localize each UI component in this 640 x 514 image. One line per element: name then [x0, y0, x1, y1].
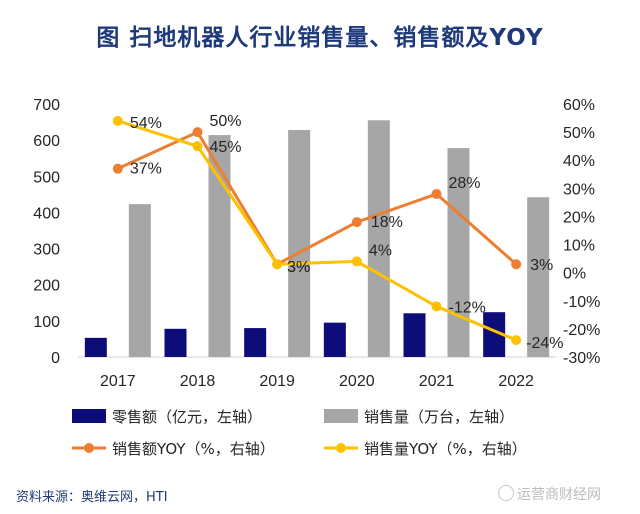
legend-label-retail-sales: 零售额（亿元，左轴）: [112, 408, 262, 426]
label-sales-yoy: 50%: [210, 113, 242, 130]
left-axis-tick-label: 400: [33, 205, 60, 222]
watermark: 运营商财经网: [498, 484, 601, 504]
bar-sales-volume: [367, 120, 390, 357]
bar-retail-sales: [244, 328, 267, 357]
x-axis-tick-label: 2017: [100, 373, 136, 390]
label-volume-yoy: -24%: [526, 335, 563, 352]
right-axis-tick-label: 0%: [563, 266, 586, 283]
chart-title: 图 扫地机器人行业销售量、销售额及YOY: [96, 25, 544, 51]
point-volume-yoy: [351, 256, 362, 267]
right-axis-tick-label: 10%: [563, 238, 595, 255]
x-axis-tick-label: 2020: [339, 373, 375, 390]
right-axis-tick-label: -30%: [563, 350, 600, 367]
line-sales-yoy: [117, 130, 518, 267]
point-volume-yoy: [112, 115, 123, 126]
label-volume-yoy: 54%: [130, 115, 162, 132]
x-axis-tick-label: 2021: [419, 373, 455, 390]
left-axis-tick-label: 100: [33, 314, 60, 331]
point-volume-yoy: [272, 259, 283, 270]
legend-swatch-retail-sales: [72, 409, 106, 423]
right-axis-tick-label: 50%: [563, 125, 595, 142]
right-axis-tick-label: 20%: [563, 209, 595, 226]
legend-swatch-sales-volume: [324, 409, 358, 423]
x-axis-tick-label: 2019: [259, 373, 295, 390]
point-sales-yoy: [511, 259, 522, 270]
point-volume-yoy: [431, 301, 442, 312]
bar-sales-volume: [128, 204, 151, 357]
right-axis-tick-label: 40%: [563, 153, 595, 170]
right-axis-tick-label: -10%: [563, 294, 600, 311]
right-axis-tick-label: 30%: [563, 181, 595, 198]
point-sales-yoy: [431, 188, 442, 199]
label-volume-yoy: -12%: [449, 299, 486, 316]
bar-retail-sales: [323, 322, 346, 357]
point-sales-yoy: [112, 163, 123, 174]
left-axis-tick-label: 600: [33, 133, 60, 150]
legend-label-sales-volume: 销售量（万台，左轴）: [364, 408, 514, 426]
bar-retail-sales: [84, 337, 107, 357]
left-axis-tick-label: 200: [33, 278, 60, 295]
left-axis-tick-label: 700: [33, 97, 60, 114]
bar-retail-sales: [483, 312, 506, 357]
x-axis-tick-label: 2022: [498, 373, 534, 390]
bar-sales-volume: [527, 197, 550, 357]
label-sales-yoy: 28%: [449, 175, 481, 192]
bar-sales-volume: [447, 148, 470, 357]
label-volume-yoy: 3%: [287, 259, 310, 276]
legend-marker-sales-yoy: [84, 443, 94, 453]
left-axis-tick-label: 0: [51, 350, 60, 367]
label-volume-yoy: 4%: [369, 242, 392, 259]
bar-retail-sales: [403, 313, 426, 357]
point-sales-yoy: [351, 217, 362, 228]
combo-chart: 0 100 200 300 400 500 600 700 -30% -20% -10% 0% 10% 2…: [33, 97, 600, 458]
point-volume-yoy: [511, 335, 522, 346]
bar-sales-volume: [208, 135, 231, 357]
legend-label-volume-yoy: 销售量YOY（%，右轴）: [364, 440, 527, 458]
bar-sales-volume: [288, 130, 311, 357]
label-sales-yoy: 37%: [130, 161, 162, 178]
bar-retail-sales: [164, 328, 187, 357]
source-note: 资料来源：奥维云网，HTI: [16, 490, 168, 505]
right-axis-tick-label: -20%: [563, 322, 600, 339]
x-axis-tick-label: 2018: [180, 373, 216, 390]
legend-label-sales-yoy: 销售额YOY（%，右轴）: [112, 440, 275, 458]
legend-marker-volume-yoy: [336, 443, 346, 453]
label-sales-yoy: 3%: [530, 257, 553, 274]
right-axis-tick-label: 60%: [563, 97, 595, 114]
watermark-text: 运营商财经网: [517, 487, 601, 503]
left-axis-tick-label: 300: [33, 242, 60, 259]
watermark-icon: [498, 485, 514, 501]
line-volume-yoy: [117, 119, 517, 342]
label-volume-yoy: 45%: [210, 139, 242, 156]
left-axis-tick-label: 500: [33, 169, 60, 186]
point-sales-yoy: [192, 127, 203, 138]
point-volume-yoy: [192, 141, 203, 152]
label-sales-yoy: 18%: [371, 214, 403, 231]
